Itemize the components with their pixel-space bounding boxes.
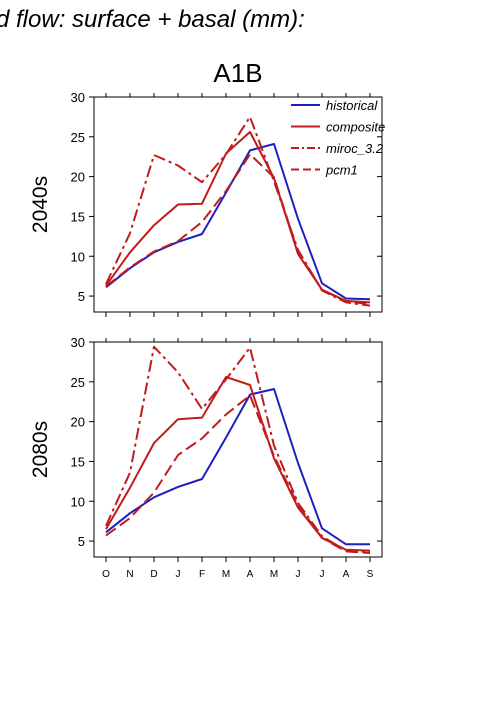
y-tick-label: 30 <box>71 335 85 350</box>
y-tick-label: 10 <box>71 494 85 509</box>
x-tick-label-O: O <box>102 569 110 580</box>
figure-title: d flow: surface + basal (mm): <box>0 6 305 33</box>
x-tick-label-N: N <box>126 569 133 580</box>
legend-label-historical: historical <box>326 98 378 113</box>
row-label: 2080s <box>29 421 52 478</box>
x-tick-label-F: F <box>199 569 205 580</box>
y-tick-label: 10 <box>71 249 85 264</box>
y-tick-label: 15 <box>71 454 85 469</box>
y-tick-label: 25 <box>71 130 85 145</box>
legend-label-composite: composite <box>326 120 385 135</box>
x-tick-label-J: J <box>296 569 301 580</box>
legend-label-miroc_3.2: miroc_3.2 <box>326 141 384 156</box>
series-line-composite <box>105 131 371 304</box>
series-line-composite <box>105 376 371 552</box>
plot-frame <box>93 96 383 313</box>
y-tick-label: 30 <box>71 90 85 105</box>
y-tick-label: 25 <box>71 375 85 390</box>
x-tick-label-S: S <box>367 569 374 580</box>
chart-panel-2040s: 5 10 15 20 25 30 2040s historical composite miroc… <box>29 90 385 317</box>
y-tick-label: 20 <box>71 170 85 185</box>
y-tick-label: 5 <box>78 534 85 549</box>
x-tick-label-A: A <box>247 569 254 580</box>
x-tick-label-A: A <box>343 569 350 580</box>
series-line-miroc_3.2 <box>105 345 371 554</box>
x-tick-label-M: M <box>270 569 278 580</box>
y-tick-label: 5 <box>78 289 85 304</box>
x-tick-label-D: D <box>150 569 157 580</box>
x-tick-label-M: M <box>222 569 230 580</box>
legend: historical composite miroc_3.2 pcm1 <box>291 98 385 178</box>
chart-panel-2080s: 5 10 15 20 25 30 O N D J F M A M J J A S 2080s <box>29 335 383 580</box>
scenario-title: A1B <box>213 58 262 88</box>
x-tick-label-J: J <box>176 569 181 580</box>
x-tick-label-J: J <box>320 569 325 580</box>
series-line-historical <box>105 388 370 546</box>
y-tick-label: 15 <box>71 209 85 224</box>
series-line-pcm1 <box>105 394 371 554</box>
legend-label-pcm1: pcm1 <box>325 163 358 178</box>
y-tick-label: 20 <box>71 415 85 430</box>
row-label: 2040s <box>29 176 52 233</box>
panels: 5 10 15 20 25 30 2040s historical composite miroc… <box>29 90 385 580</box>
plot-frame <box>93 341 383 558</box>
series-line-pcm1 <box>105 153 371 305</box>
